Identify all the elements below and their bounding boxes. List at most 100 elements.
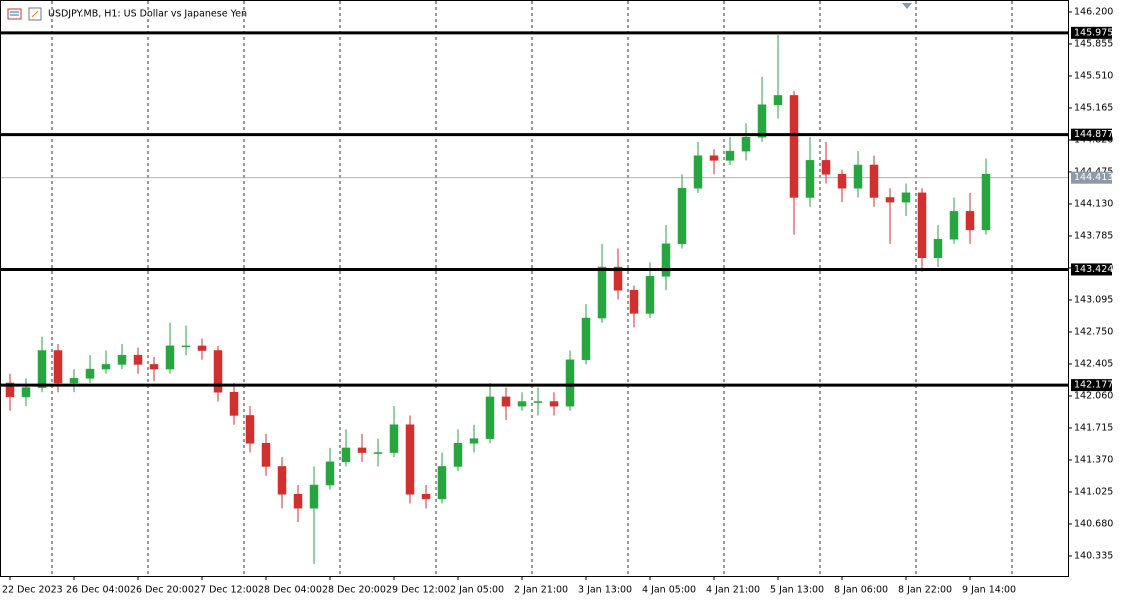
level-label: 142.177: [1074, 380, 1113, 391]
candle-body: [821, 160, 831, 175]
level-label-box: [1071, 379, 1112, 392]
y-tick-label: 142.750: [1074, 326, 1113, 337]
x-tick-label: 2 Jan 21:00: [514, 585, 568, 596]
candle-body: [533, 401, 543, 403]
candle-body: [741, 136, 751, 152]
y-tick-label: 143.095: [1074, 294, 1113, 305]
candle-body: [517, 401, 527, 407]
y-tick-label: 141.715: [1074, 422, 1113, 433]
y-tick-label: 144.130: [1074, 198, 1113, 209]
level-label: 143.424: [1074, 264, 1113, 275]
candle-body: [853, 164, 863, 189]
candle-body: [757, 104, 767, 138]
candle-body: [709, 155, 719, 161]
candle-body: [773, 95, 783, 105]
candle-body: [101, 364, 111, 370]
candle-body: [597, 266, 607, 319]
candle-body: [389, 424, 399, 453]
candle-body: [613, 266, 623, 291]
x-tick-label: 4 Jan 05:00: [642, 585, 696, 596]
x-tick-label: 8 Jan 22:00: [898, 585, 952, 596]
chart-title: USDJPY.MB, H1: US Dollar vs Japanese Yen: [48, 9, 247, 20]
y-tick-label: 142.060: [1074, 390, 1113, 401]
y-tick-label: 140.680: [1074, 518, 1113, 529]
x-tick-label: 9 Jan 14:00: [962, 585, 1016, 596]
candle-body: [53, 350, 63, 384]
candle-body: [21, 387, 31, 398]
window-icons: [7, 7, 42, 21]
x-tick-label: 29 Dec 12:00: [386, 585, 450, 596]
y-tick-label: 140.335: [1074, 550, 1113, 561]
candle-body: [421, 494, 431, 500]
candle-body: [725, 150, 735, 161]
candle-body: [405, 424, 415, 495]
last-price-label: 144.413: [1074, 172, 1113, 183]
x-tick-label: 27 Dec 12:00: [194, 585, 258, 596]
y-tick-label: 145.510: [1074, 70, 1113, 81]
x-tick-label: 26 Dec 20:00: [130, 585, 194, 596]
candle-body: [869, 164, 879, 198]
x-tick-label: 8 Jan 06:00: [834, 585, 888, 596]
candle-body: [469, 438, 479, 444]
shift-marker[interactable]: [902, 3, 912, 9]
y-tick-label: 141.025: [1074, 486, 1113, 497]
candle-body: [293, 494, 303, 509]
x-tick-label: 26 Dec 04:00: [66, 585, 130, 596]
candle-body: [933, 238, 943, 259]
candle-body: [213, 350, 223, 393]
candle-body: [789, 95, 799, 198]
icon[interactable]: [7, 8, 22, 20]
candle-body: [837, 174, 847, 189]
candle-body: [949, 211, 959, 240]
level-label-box: [1071, 263, 1112, 276]
last-price-box: [1071, 171, 1112, 184]
level-label: 145.975: [1074, 27, 1113, 38]
candle-body: [277, 466, 287, 495]
candle-body: [965, 211, 975, 231]
y-tick-label: 145.165: [1074, 102, 1113, 113]
level-label: 144.877: [1074, 129, 1113, 140]
y-tick-label: 142.405: [1074, 358, 1113, 369]
candle-body: [901, 192, 911, 203]
icon-line: [31, 10, 39, 18]
x-tick-label: 2 Jan 05:00: [450, 585, 504, 596]
candle-body: [453, 443, 463, 467]
candle-body: [501, 396, 511, 407]
x-tick-label: 22 Dec 2023: [2, 585, 63, 596]
candle-body: [117, 354, 127, 365]
candle-body: [85, 368, 95, 379]
candle-body: [309, 484, 319, 509]
x-tick-label: 28 Dec 20:00: [322, 585, 386, 596]
candle-body: [885, 197, 895, 203]
candle-body: [981, 174, 991, 231]
candle-body: [581, 317, 591, 361]
x-tick-label: 28 Dec 04:00: [258, 585, 322, 596]
candle-body: [181, 345, 191, 348]
x-tick-label: 4 Jan 21:00: [706, 585, 760, 596]
candle-body: [341, 447, 351, 463]
y-tick-label: 145.855: [1074, 38, 1113, 49]
candle-body: [373, 452, 383, 454]
candle-body: [149, 364, 159, 370]
y-tick-label: 141.370: [1074, 454, 1113, 465]
candle-body: [165, 345, 175, 370]
candle-body: [549, 401, 559, 407]
y-tick-label: 143.785: [1074, 230, 1113, 241]
x-tick-label: 3 Jan 13:00: [578, 585, 632, 596]
candle-body: [917, 192, 927, 259]
candle-body: [565, 359, 575, 407]
candle-body: [197, 345, 207, 351]
candle-body: [629, 289, 639, 314]
candle-body: [229, 392, 239, 416]
candle-body: [661, 243, 671, 277]
candle-body: [485, 396, 495, 439]
candle-body: [357, 447, 367, 453]
candle-body: [645, 276, 655, 314]
candle-body: [677, 187, 687, 245]
candle-body: [805, 160, 815, 198]
candle-body: [437, 466, 447, 500]
level-label-box: [1071, 26, 1112, 39]
candle-body: [133, 354, 143, 365]
